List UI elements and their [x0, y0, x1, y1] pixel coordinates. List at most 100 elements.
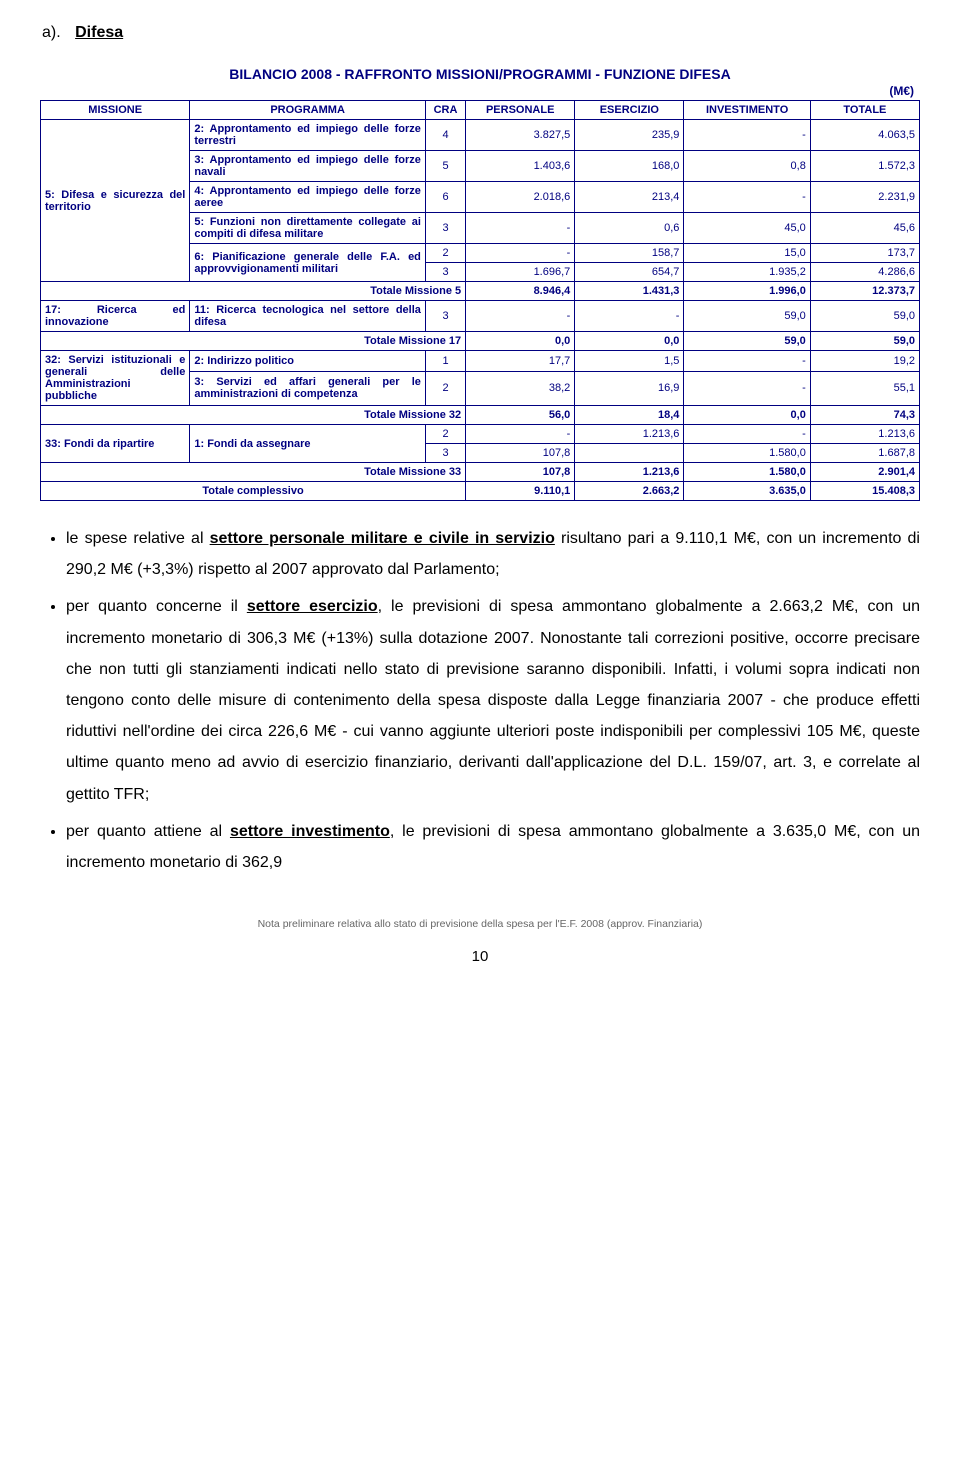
table-cell: Totale Missione 5: [41, 282, 466, 301]
table-container: BILANCIO 2008 - RAFFRONTO MISSIONI/PROGR…: [40, 60, 920, 501]
table-cell: 74,3: [810, 406, 919, 425]
table-cell: 15.408,3: [810, 482, 919, 501]
page-number: 10: [40, 948, 920, 965]
table-cell: -: [466, 213, 575, 244]
comparison-table: MISSIONEPROGRAMMACRAPERSONALEESERCIZIOIN…: [40, 100, 920, 501]
table-cell: 12.373,7: [810, 282, 919, 301]
table-cell: 1: Fondi da assegnare: [190, 425, 426, 463]
table-cell: 2.018,6: [466, 182, 575, 213]
section-heading: a). Difesa: [42, 24, 920, 42]
bullet-1: le spese relative al settore personale m…: [66, 523, 920, 585]
table-row: 32: Servizi istituzionali e generali del…: [41, 351, 920, 372]
table-header-cell: TOTALE: [810, 101, 919, 120]
bullet-1-pre: le spese relative al: [66, 530, 210, 547]
bullet-2-sett: settore esercizio: [247, 598, 378, 615]
table-cell: 19,2: [810, 351, 919, 372]
table-total-row: Totale Missione 170,00,059,059,0: [41, 332, 920, 351]
table-cell: -: [575, 301, 684, 332]
table-cell: Totale complessivo: [41, 482, 466, 501]
bullet-3-sett: settore investimento: [230, 823, 390, 840]
table-cell: 59,0: [810, 301, 919, 332]
table-cell: 1,5: [575, 351, 684, 372]
table-cell: -: [466, 425, 575, 444]
table-cell: 38,2: [466, 371, 575, 405]
table-cell: 2: Indirizzo politico: [190, 351, 426, 372]
table-total-row: Totale Missione 3256,018,40,074,3: [41, 406, 920, 425]
table-cell: [575, 444, 684, 463]
table-cell: 1.213,6: [575, 425, 684, 444]
table-cell: 33: Fondi da ripartire: [41, 425, 190, 463]
table-cell: -: [466, 244, 575, 263]
table-cell: 59,0: [684, 332, 810, 351]
table-cell: 5: Funzioni non direttamente collegate a…: [190, 213, 426, 244]
table-cell: Totale Missione 33: [41, 463, 466, 482]
table-cell: 1.935,2: [684, 263, 810, 282]
table-row: 33: Fondi da ripartire1: Fondi da assegn…: [41, 425, 920, 444]
bullet-list: le spese relative al settore personale m…: [40, 523, 920, 878]
table-cell: 213,4: [575, 182, 684, 213]
table-header-row: MISSIONEPROGRAMMACRAPERSONALEESERCIZIOIN…: [41, 101, 920, 120]
table-row: 5: Difesa e sicurezza del territorio2: A…: [41, 120, 920, 151]
table-cell: -: [684, 425, 810, 444]
bullet-3: per quanto attiene al settore investimen…: [66, 816, 920, 878]
table-body: 5: Difesa e sicurezza del territorio2: A…: [41, 120, 920, 501]
table-cell: 45,0: [684, 213, 810, 244]
table-cell: 3.635,0: [684, 482, 810, 501]
table-total-row: Totale Missione 33107,81.213,61.580,02.9…: [41, 463, 920, 482]
table-cell: 3: [425, 263, 465, 282]
table-header-cell: INVESTIMENTO: [684, 101, 810, 120]
table-cell: 3.827,5: [466, 120, 575, 151]
table-cell: 1.403,6: [466, 151, 575, 182]
table-cell: 56,0: [466, 406, 575, 425]
bullet-2-post: , le previsioni di spesa ammontano globa…: [66, 598, 920, 802]
heading-label: a).: [42, 24, 61, 41]
table-cell: 59,0: [684, 301, 810, 332]
bullet-3-pre: per quanto attiene al: [66, 823, 230, 840]
table-unit: (M€): [40, 84, 920, 100]
table-cell: -: [684, 351, 810, 372]
table-cell: 6: [425, 182, 465, 213]
bullet-2: per quanto concerne il settore esercizio…: [66, 591, 920, 809]
table-cell: -: [684, 371, 810, 405]
table-cell: 8.946,4: [466, 282, 575, 301]
table-cell: 2.231,9: [810, 182, 919, 213]
table-cell: 6: Pianificazione generale delle F.A. ed…: [190, 244, 426, 282]
table-cell: 1.431,3: [575, 282, 684, 301]
table-cell: 3: [425, 444, 465, 463]
table-cell: 11: Ricerca tecnologica nel settore dell…: [190, 301, 426, 332]
table-cell: 4.286,6: [810, 263, 919, 282]
table-cell: 2: Approntamento ed impiego delle forze …: [190, 120, 426, 151]
table-cell: 0,0: [466, 332, 575, 351]
table-title: BILANCIO 2008 - RAFFRONTO MISSIONI/PROGR…: [40, 60, 920, 84]
table-cell: 158,7: [575, 244, 684, 263]
table-header-cell: PERSONALE: [466, 101, 575, 120]
table-cell: Totale Missione 32: [41, 406, 466, 425]
footer-note: Nota preliminare relativa allo stato di …: [40, 918, 920, 930]
table-cell: 1.687,8: [810, 444, 919, 463]
table-cell: 168,0: [575, 151, 684, 182]
table-cell: 16,9: [575, 371, 684, 405]
table-row: 17: Ricerca ed innovazione11: Ricerca te…: [41, 301, 920, 332]
table-cell: 9.110,1: [466, 482, 575, 501]
table-cell: 235,9: [575, 120, 684, 151]
body-text: le spese relative al settore personale m…: [40, 523, 920, 878]
table-cell: -: [684, 120, 810, 151]
table-cell: 0,0: [684, 406, 810, 425]
table-cell: 45,6: [810, 213, 919, 244]
table-cell: 5: Difesa e sicurezza del territorio: [41, 120, 190, 282]
table-grand-total-row: Totale complessivo9.110,12.663,23.635,01…: [41, 482, 920, 501]
table-cell: 1.996,0: [684, 282, 810, 301]
table-cell: -: [466, 301, 575, 332]
table-cell: 5: [425, 151, 465, 182]
table-cell: 3: [425, 301, 465, 332]
table-cell: 2: [425, 425, 465, 444]
table-cell: 107,8: [466, 463, 575, 482]
table-cell: 1.580,0: [684, 463, 810, 482]
table-cell: 3: [425, 213, 465, 244]
table-cell: 2: [425, 244, 465, 263]
bullet-1-sett: settore personale militare e civile in s…: [210, 530, 555, 547]
table-cell: 1.572,3: [810, 151, 919, 182]
table-total-row: Totale Missione 58.946,41.431,31.996,012…: [41, 282, 920, 301]
table-cell: 173,7: [810, 244, 919, 263]
table-header-cell: CRA: [425, 101, 465, 120]
